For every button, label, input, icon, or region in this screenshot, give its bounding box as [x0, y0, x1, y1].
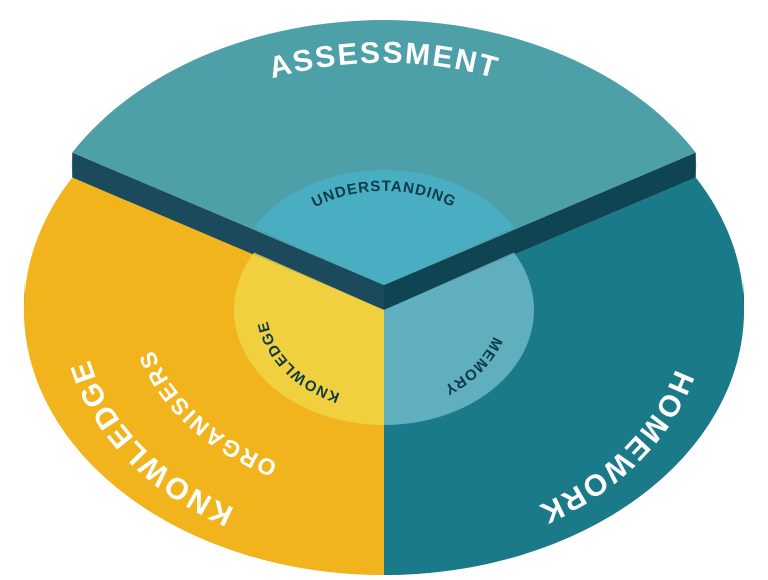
pie-infographic: ASSESSMENT HOMEWORK KNOWLEDGE ORGANISERS… [0, 0, 768, 580]
disc-top [24, 20, 744, 575]
